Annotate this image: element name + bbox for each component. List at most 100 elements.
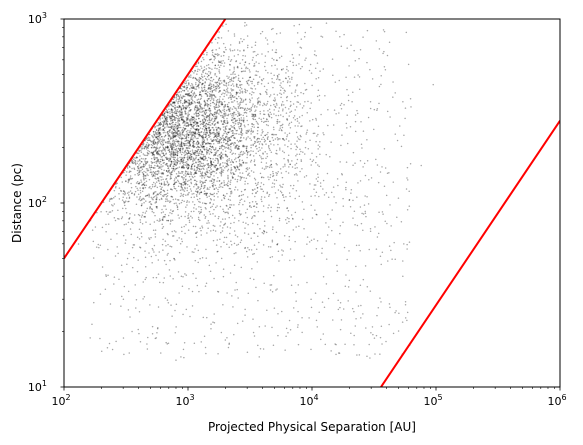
data-point <box>228 76 230 78</box>
data-point <box>236 97 238 100</box>
data-point <box>331 209 333 211</box>
data-point <box>196 244 198 246</box>
data-point <box>250 144 252 146</box>
data-point <box>247 123 249 126</box>
data-point <box>176 127 178 130</box>
data-point <box>162 165 164 167</box>
data-point <box>364 210 366 213</box>
data-point <box>200 185 203 188</box>
data-point <box>147 336 149 339</box>
data-point <box>196 85 199 88</box>
data-point <box>225 48 227 51</box>
data-point <box>169 144 172 146</box>
data-point <box>173 136 175 138</box>
data-point <box>126 167 129 169</box>
data-point <box>167 133 169 135</box>
data-point <box>205 109 208 111</box>
data-point <box>206 151 208 154</box>
data-point <box>200 157 202 160</box>
data-point <box>245 138 247 141</box>
data-point <box>245 211 247 214</box>
data-point <box>208 107 210 109</box>
data-point <box>146 168 149 170</box>
data-point <box>272 226 274 228</box>
data-point <box>207 164 209 167</box>
data-point <box>188 101 190 104</box>
data-point <box>276 122 278 125</box>
data-point <box>182 130 185 132</box>
data-point <box>273 144 275 146</box>
data-point <box>189 94 191 96</box>
data-point <box>257 150 260 153</box>
data-point <box>165 122 167 125</box>
data-point <box>218 153 221 156</box>
data-point <box>177 135 179 137</box>
data-point <box>173 102 176 105</box>
data-point <box>201 157 203 159</box>
data-point <box>183 137 185 140</box>
data-point <box>222 116 224 118</box>
data-point <box>288 78 291 80</box>
data-point <box>169 201 171 204</box>
data-point <box>153 221 156 223</box>
data-point <box>159 160 162 163</box>
data-point <box>205 150 208 153</box>
data-point <box>163 181 166 183</box>
data-point <box>172 128 175 130</box>
data-point <box>265 165 267 168</box>
data-point <box>379 353 381 355</box>
data-point <box>170 146 173 148</box>
data-point <box>188 141 190 144</box>
data-point <box>195 150 197 152</box>
data-point <box>401 321 404 323</box>
data-point <box>172 98 175 100</box>
data-point <box>204 346 207 349</box>
data-point <box>162 238 164 241</box>
data-point <box>215 126 217 129</box>
data-point <box>141 184 143 187</box>
data-point <box>123 223 126 226</box>
data-point <box>207 171 209 174</box>
data-point <box>235 160 238 163</box>
data-point <box>166 158 168 160</box>
data-point <box>194 150 196 152</box>
data-point <box>202 182 204 185</box>
data-point <box>237 156 240 159</box>
data-point <box>280 93 283 96</box>
data-point <box>123 191 126 193</box>
data-point <box>193 86 195 88</box>
data-point <box>173 163 176 166</box>
data-point <box>179 131 181 134</box>
data-point <box>383 185 386 187</box>
data-point <box>338 79 340 82</box>
data-point <box>201 136 203 138</box>
data-point <box>165 146 167 149</box>
data-point <box>223 89 226 92</box>
data-point <box>253 106 256 108</box>
data-point <box>216 192 218 195</box>
data-point <box>259 228 261 230</box>
data-point <box>181 170 183 173</box>
data-point <box>191 138 193 141</box>
data-point <box>172 136 175 138</box>
data-point <box>200 106 202 109</box>
data-point <box>196 143 199 146</box>
data-point <box>226 182 229 184</box>
data-point <box>275 51 278 54</box>
data-point <box>174 130 177 133</box>
data-point <box>221 168 223 170</box>
data-point <box>187 124 190 127</box>
data-point <box>318 94 321 97</box>
data-point <box>216 81 218 84</box>
data-point <box>167 342 170 344</box>
data-point <box>171 148 173 150</box>
data-point <box>310 102 312 104</box>
data-point <box>244 108 246 111</box>
data-point <box>313 238 315 240</box>
data-point <box>225 23 227 25</box>
data-point <box>231 80 233 82</box>
data-point <box>236 85 238 88</box>
data-point <box>381 166 383 168</box>
data-point <box>213 165 215 168</box>
data-point <box>320 113 322 116</box>
